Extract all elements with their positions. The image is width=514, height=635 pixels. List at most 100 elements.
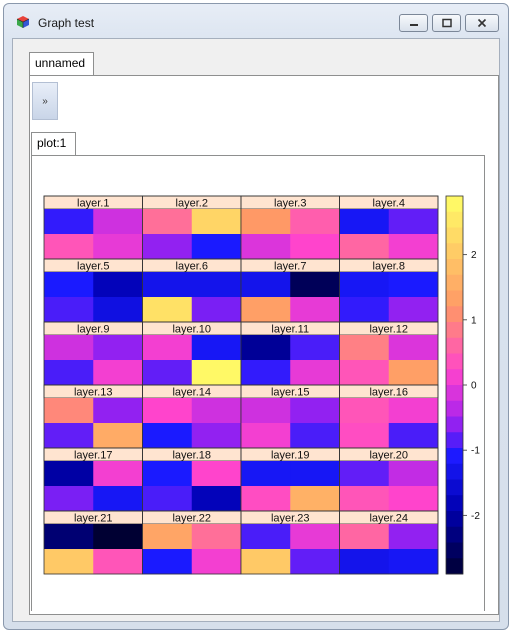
tab-unnamed[interactable]: unnamed	[29, 52, 94, 76]
heatmap-cell	[93, 335, 143, 361]
close-button[interactable]	[465, 14, 499, 32]
heatmap-cell	[93, 423, 143, 449]
maximize-icon	[433, 15, 460, 31]
colorbar-segment	[446, 306, 463, 323]
colorbar-segment	[446, 274, 463, 291]
heatmap-cell	[44, 209, 94, 235]
heatmap-cell	[388, 524, 439, 550]
panel-title: layer.8	[373, 261, 405, 273]
colorbar-segment	[446, 463, 463, 480]
heatmap-cell	[339, 423, 390, 449]
colorbar-segment	[446, 337, 463, 354]
heatmap-cell	[388, 423, 439, 449]
heatmap-cell	[191, 297, 242, 323]
heatmap-cell	[388, 297, 439, 323]
heatmap-cell	[142, 486, 193, 512]
panel-title: layer.22	[172, 513, 211, 525]
heatmap-cell	[241, 524, 291, 550]
heatmap-cell	[142, 297, 193, 323]
heatmap-cell	[339, 234, 390, 260]
colorbar-segment	[446, 290, 463, 307]
panel-title: layer.17	[74, 450, 113, 462]
heatmap-cell	[339, 461, 390, 487]
panel-title: layer.6	[176, 261, 208, 273]
heatmap-cell	[241, 234, 291, 260]
colorbar-segment	[446, 369, 463, 386]
heatmap-cell	[388, 549, 439, 575]
panel-title: layer.12	[369, 324, 408, 336]
heatmap-cell	[93, 461, 143, 487]
heatmap-plot: layer.1 layer.2 layer.3 layer.4 layer.5 layer…	[43, 195, 480, 575]
panel-title: layer.7	[274, 261, 306, 273]
app-window: Graph test unnamed » plot:1 layer.1 layer…	[3, 3, 509, 630]
heatmap-cell	[93, 398, 143, 424]
heatmap-cell	[44, 549, 94, 575]
colorbar-tick-label: -1	[471, 446, 480, 457]
window-title: Graph test	[38, 16, 95, 30]
panel-title: layer.3	[274, 198, 306, 210]
maximize-button[interactable]	[432, 14, 461, 32]
heatmap-cell	[241, 549, 291, 575]
colorbar-segment	[446, 416, 463, 433]
colorbar-segment	[446, 495, 463, 512]
expand-button[interactable]: »	[32, 82, 58, 120]
heatmap-cell	[142, 423, 193, 449]
colorbar-segment	[446, 479, 463, 496]
panel-border	[339, 510, 439, 575]
colorbar-segment	[446, 353, 463, 370]
panel-title: layer.14	[172, 387, 211, 399]
heatmap-cell	[241, 461, 291, 487]
panel-title: layer.18	[172, 450, 211, 462]
heatmap-cell	[93, 272, 143, 298]
heatmap-cell	[191, 461, 242, 487]
heatmap-cell	[44, 461, 94, 487]
heatmap-cell	[142, 209, 193, 235]
heatmap-cell	[93, 209, 143, 235]
heatmap-cell	[339, 524, 390, 550]
minimize-button[interactable]	[399, 14, 428, 32]
tab-plot-1[interactable]: plot:1	[31, 132, 76, 156]
heatmap-cell	[142, 272, 193, 298]
colorbar-segment	[446, 211, 463, 228]
colorbar-tick-label: -2	[471, 511, 480, 522]
heatmap-cell	[44, 398, 94, 424]
colorbar-segment	[446, 227, 463, 244]
panel-title: layer.19	[271, 450, 310, 462]
heatmap-cell	[93, 549, 143, 575]
heatmap-cell	[290, 335, 340, 361]
heatmap-cell	[241, 297, 291, 323]
heatmap-cell	[191, 549, 242, 575]
panel-title: layer.5	[77, 261, 109, 273]
panel-title: layer.10	[172, 324, 211, 336]
heatmap-cell	[191, 360, 242, 386]
heatmap-cell	[44, 297, 94, 323]
colorbar-segment	[446, 196, 463, 213]
heatmap-cell	[191, 486, 242, 512]
panel-title: layer.15	[271, 387, 310, 399]
panel-title: layer.20	[369, 450, 408, 462]
colorbar-segment	[446, 432, 463, 449]
title-bar[interactable]: Graph test	[4, 4, 508, 38]
close-icon	[466, 15, 498, 31]
heatmap-cell	[191, 398, 242, 424]
colorbar-segment	[446, 526, 463, 543]
heatmap-cell	[142, 524, 193, 550]
heatmap-cell	[191, 524, 242, 550]
3d-cube-icon	[16, 16, 30, 28]
heatmap-cell	[339, 398, 390, 424]
heatmap-cell	[142, 360, 193, 386]
heatmap-cell	[93, 524, 143, 550]
colorbar-segment	[446, 385, 463, 402]
heatmap-cell	[191, 335, 242, 361]
heatmap-cell	[290, 272, 340, 298]
colorbar-tick-label: 2	[471, 250, 477, 261]
heatmap-cell	[290, 423, 340, 449]
heatmap-cell	[290, 524, 340, 550]
heatmap-cell	[290, 360, 340, 386]
heatmap-cell	[388, 461, 439, 487]
heatmap-cell	[142, 461, 193, 487]
heatmap-cell	[191, 234, 242, 260]
heatmap-cell	[290, 234, 340, 260]
heatmap-cell	[44, 234, 94, 260]
panel-title: layer.24	[369, 513, 408, 525]
